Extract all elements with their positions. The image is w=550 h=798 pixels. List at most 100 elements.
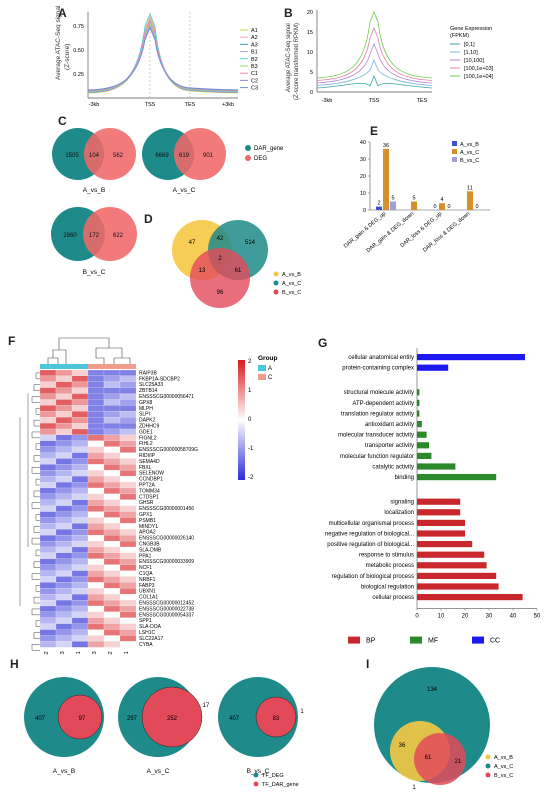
legend-swatch: [348, 636, 360, 644]
venn-count: 96: [217, 290, 224, 296]
heatmap-cell: [87, 541, 105, 548]
heatmap-cell: [119, 452, 137, 459]
heatmap-cell: [87, 482, 105, 489]
legend-dot: [485, 754, 491, 760]
heatmap-cell: [103, 570, 121, 577]
gene-label: SPP1: [139, 618, 152, 624]
heatmap-cell: [39, 422, 57, 430]
go-bar: [417, 530, 465, 537]
group-legend-title: Group: [258, 355, 278, 362]
venn-count: 13: [199, 268, 206, 274]
heatmap-cell: [71, 552, 89, 559]
venn-count: 47: [189, 240, 196, 246]
heatmap-cell: [55, 399, 73, 406]
heatmap-cell: [103, 375, 121, 382]
heatmap-cell: [119, 470, 137, 477]
gene-label: PSMB1: [139, 518, 156, 524]
heatmap-cell: [71, 476, 89, 483]
heatmap-cell: [87, 411, 105, 418]
group-annotation-cell: [72, 364, 88, 369]
heatmap-cell: [87, 605, 105, 613]
venn-count: 83: [273, 716, 280, 722]
heatmap-cell: [87, 600, 105, 607]
legend-swatch: [410, 636, 422, 644]
heatmap-cell: [119, 552, 137, 559]
panel-g: G cellular anatomical entity protein-cont…: [290, 330, 550, 652]
bar: [439, 203, 445, 210]
legend-label: A: [268, 366, 272, 372]
go-term-label: signaling: [390, 500, 414, 506]
panel-a-xtick: TES: [185, 102, 196, 108]
panel-a-curve: [87, 18, 239, 91]
heatmap-cell: [87, 405, 105, 412]
x-tick-label: 50: [534, 614, 541, 620]
panel-a-ytick: 0.50: [73, 48, 84, 54]
heatmap-cell: [87, 552, 105, 559]
heatmap-cell: [119, 422, 137, 430]
panel-a-curve: [87, 22, 239, 92]
group-annotation-cell: [104, 364, 120, 369]
heatmap-cell: [39, 588, 57, 595]
heatmap-cell: [71, 422, 89, 430]
color-scale-label: 1: [248, 388, 252, 394]
panel-c-venns: 1505 104 562 A_vs_B 6669 619 901 A_vs_C …: [51, 128, 284, 276]
panel-a-curve: [87, 18, 239, 93]
panel-a-xtick: +3kb: [222, 102, 234, 108]
panel-b-ytick: 20: [307, 10, 313, 16]
heatmap-cell: [119, 564, 137, 571]
legend-dot: [253, 781, 259, 787]
heatmap-cell: [39, 487, 57, 495]
heatmap-cell: [55, 381, 73, 388]
venn-count: 42: [217, 236, 224, 242]
heatmap-cell: [103, 428, 121, 436]
heatmap-cell: [71, 600, 89, 607]
heatmap-cell: [39, 523, 57, 530]
heatmap-cell: [55, 564, 73, 571]
heatmap-cell: [39, 564, 57, 571]
heatmap-cell: [103, 381, 121, 388]
venn-title: A_vs_C: [173, 187, 196, 194]
venn-deg-circle: [174, 128, 226, 180]
go-bar: [417, 519, 465, 526]
go-bar: [417, 364, 449, 371]
heatmap-cell: [39, 558, 57, 565]
panel-b-ytick: 10: [307, 50, 313, 56]
heatmap-cell: [87, 582, 105, 589]
heatmap-cell: [39, 440, 57, 447]
gene-label: SLA-DOA: [139, 624, 162, 630]
heatmap-cell: [55, 440, 73, 447]
heatmap-cell: [103, 369, 121, 377]
group-annotation-cell: [40, 364, 56, 369]
heatmap-cell: [71, 434, 89, 441]
legend-dot: [273, 280, 279, 286]
go-legend: BP MF CC: [348, 636, 500, 645]
heatmap-cell: [71, 487, 89, 495]
heatmap-cell: [87, 535, 105, 542]
heatmap-cell: [87, 641, 105, 648]
heatmap-cell: [71, 393, 89, 400]
panel-b-ylabel2: (Z-score transformed RPKM): [294, 23, 300, 100]
venn-count: 21: [455, 759, 462, 765]
group-annotation-cell: [88, 364, 104, 369]
heatmap-cell: [119, 482, 137, 489]
heatmap-cell: [87, 617, 105, 624]
heatmap-cell: [71, 511, 89, 518]
heatmap-cell: [71, 493, 89, 500]
heatmap-cell: [71, 629, 89, 636]
heatmap-cell: [39, 623, 57, 630]
go-bar: [417, 452, 432, 459]
bar-value-label: 4: [440, 197, 443, 203]
heatmap-cell: [71, 405, 89, 412]
venn-count: 104: [89, 153, 100, 159]
heatmap-cell: [87, 428, 105, 436]
heatmap-cell: [119, 387, 137, 394]
heatmap-cell: [55, 417, 73, 424]
heatmap-cell: [55, 470, 73, 477]
go-x-axis: 0 10 20 30 40 50: [415, 348, 541, 620]
heatmap-cell: [71, 458, 89, 465]
heatmap-cell: [39, 570, 57, 577]
panel-d-label: D: [144, 212, 153, 226]
go-bar: [417, 594, 523, 601]
heatmap-cell: [71, 470, 89, 477]
